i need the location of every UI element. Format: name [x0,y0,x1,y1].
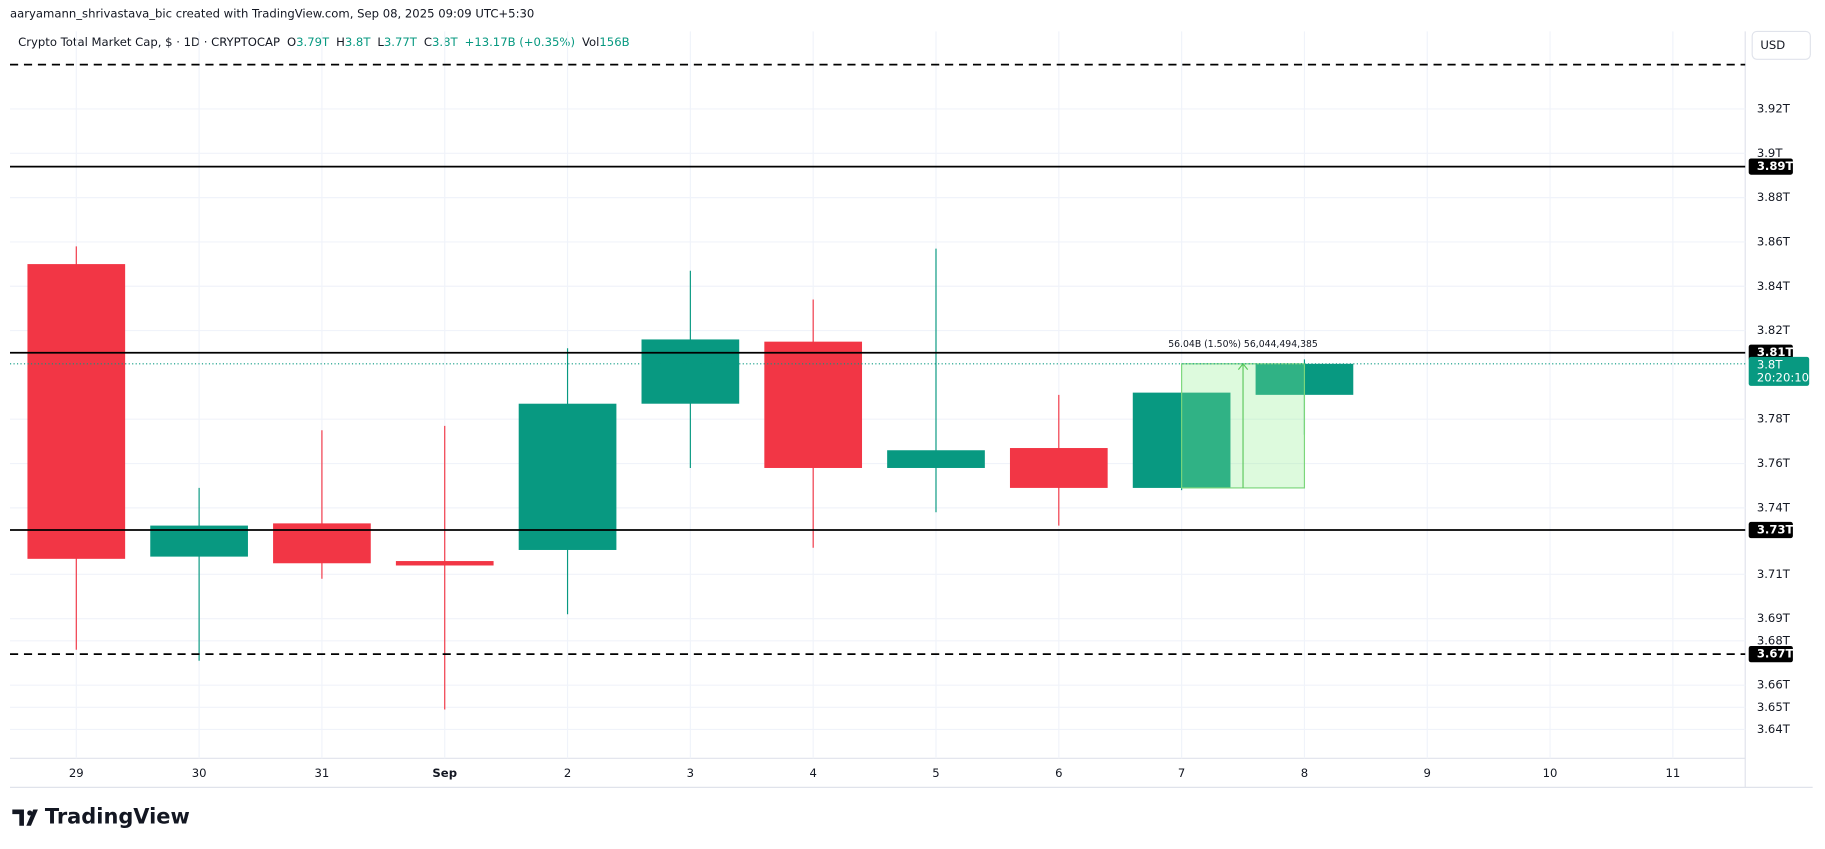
x-tick-label: 4 [809,766,816,780]
ohlc-key: O [287,34,296,48]
x-tick-label: 9 [1424,766,1431,780]
ohlc-key: C [424,34,432,48]
y-tick-label: 3.86T [1757,234,1791,248]
ohlc-value: 3.8T [345,34,371,48]
y-tick-label: 3.84T [1757,279,1791,293]
level-tag [1748,158,1793,175]
y-tick-label: 3.82T [1757,323,1791,337]
last-price-label: 3.8T [1757,357,1783,371]
level-tag [1748,521,1793,539]
y-tick-label: 3.9T [1757,146,1783,160]
candle-body [887,450,985,468]
x-tick-label: 2 [564,766,571,780]
candle-body [1009,448,1108,488]
level-label: 3.81T [1757,345,1794,359]
currency-button[interactable] [1751,30,1811,60]
candle-body [764,341,863,468]
x-tick-label: 10 [1543,766,1558,780]
vol-key: Vol [582,34,599,48]
currency[interactable]: USD [1760,38,1785,52]
x-tick-label: 5 [932,766,939,780]
x-tick-label: 3 [687,766,694,780]
y-tick-label: 3.66T [1757,678,1791,692]
change: +13.17B (+0.35%) [465,34,575,48]
y-tick-label: 3.71T [1757,567,1791,581]
ohlc-value: 3.79T [296,34,330,48]
x-tick-label: 30 [192,766,207,780]
candle-body [27,264,126,559]
vol: 156B [599,34,629,48]
level-label: 3.67T [1757,647,1794,661]
countdown: 20:20:10 [1757,370,1809,384]
candle-body [395,561,494,566]
candle-body [518,403,617,550]
y-tick-label: 3.68T [1757,633,1791,647]
level-label: 3.89T [1757,159,1794,173]
y-tick-label: 3.64T [1757,722,1791,736]
measure-arrowhead [1237,362,1249,370]
y-tick-label: 3.88T [1757,190,1791,204]
x-tick-label: Sep [432,766,457,780]
logo [12,809,38,826]
x-tick-label: 11 [1665,766,1680,780]
level-label: 3.73T [1757,523,1794,537]
level-tag [1748,645,1793,663]
level-tag [1748,344,1793,361]
x-tick-label: 7 [1178,766,1185,780]
y-tick-label: 3.65T [1757,700,1791,714]
ohlc-key: L [377,34,384,48]
ohlc-key: H [336,34,345,48]
x-tick-label: 31 [315,766,330,780]
last-price-tag [1748,356,1810,386]
legend: Crypto Total Market Cap, $ · 1D · CRYPTO… [18,34,629,48]
brand: TradingView [45,805,190,829]
x-tick-label: 8 [1301,766,1308,780]
y-tick-label: 3.74T [1757,500,1791,514]
y-tick-label: 3.78T [1757,412,1791,426]
x-tick-label: 29 [69,766,84,780]
ohlc-value: 3.77T [384,34,418,48]
y-tick-label: 3.76T [1757,456,1791,470]
y-tick-label: 3.69T [1757,611,1791,625]
measure-label: 56.04B (1.50%) 56,044,494,385 [1168,339,1318,350]
credit: aaryamann_shrivastava_bic created with T… [10,6,534,20]
y-tick-label: 3.92T [1757,101,1791,115]
symbol: Crypto Total Market Cap, $ · 1D · CRYPTO… [18,34,280,48]
x-tick-label: 6 [1055,766,1062,780]
candle-body [641,339,740,404]
